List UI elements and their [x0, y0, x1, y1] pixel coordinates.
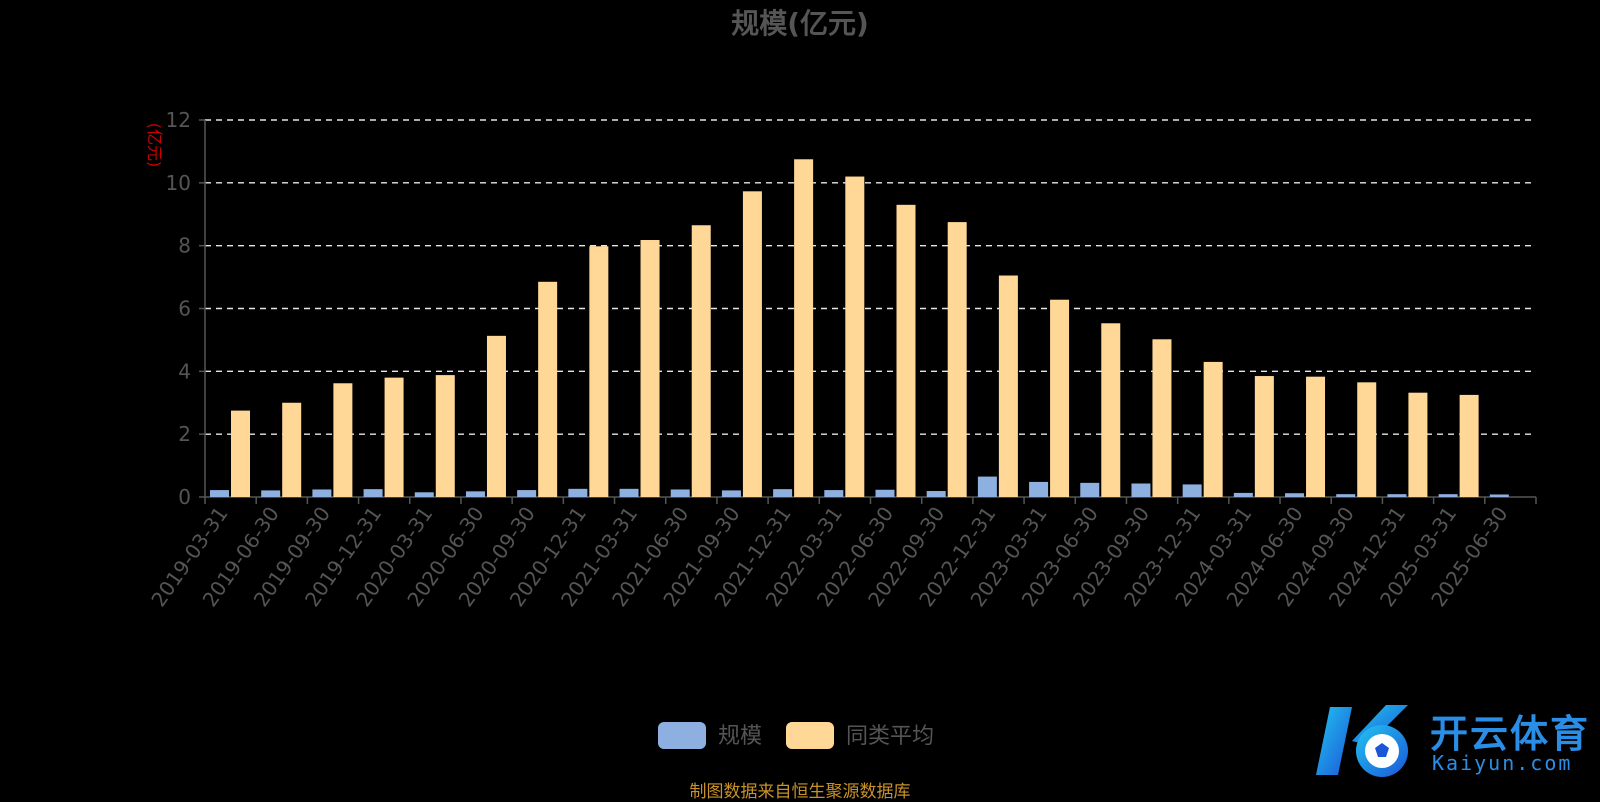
- bar-scale-2020-12-31: [568, 488, 588, 497]
- y-tick-label: 0: [178, 485, 191, 509]
- kaiyun-logo-icon: [1316, 705, 1408, 777]
- bar-scale-2020-03-31: [414, 492, 434, 497]
- watermark-brand-en: Kaiyun.com: [1432, 751, 1573, 775]
- bar-scale-2021-06-30: [670, 489, 690, 497]
- bar-peer-average-2024-12-31: [1408, 392, 1428, 497]
- bar-scale-2021-03-31: [619, 488, 639, 497]
- y-tick-label: 4: [178, 359, 191, 383]
- watermark-logo: 开云体育 Kaiyun.com: [1312, 697, 1592, 787]
- y-tick-label: 2: [178, 422, 191, 446]
- y-tick-label: 12: [166, 108, 191, 132]
- bar-scale-2025-06-30: [1489, 494, 1509, 497]
- bar-scale-2021-12-31: [773, 489, 793, 497]
- bar-peer-average-2024-09-30: [1357, 382, 1377, 497]
- y-axis-label: (亿元): [145, 123, 164, 168]
- bar-peer-average-2019-03-31: [231, 410, 250, 497]
- legend-swatch-peer-average: [786, 722, 834, 749]
- bar-scale-2019-06-30: [261, 490, 281, 497]
- bar-peer-average-2024-06-30: [1306, 376, 1326, 497]
- legend-swatch-scale: [658, 722, 706, 749]
- bar-scale-2022-12-31: [977, 476, 997, 497]
- bar-scale-2020-09-30: [517, 490, 537, 497]
- source-note: 制图数据来自恒生聚源数据库: [689, 782, 911, 802]
- y-tick-label: 10: [166, 171, 191, 195]
- bar-scale-2024-03-31: [1233, 492, 1253, 497]
- bar-scale-2021-09-30: [721, 490, 741, 497]
- bar-peer-average-2021-09-30: [742, 191, 762, 497]
- bar-peer-average-2021-03-31: [640, 240, 660, 498]
- bar-peer-average-2022-09-30: [947, 222, 967, 497]
- chart-title: 规模(亿元): [731, 7, 869, 40]
- bar-scale-2024-06-30: [1285, 493, 1305, 497]
- legend-label-scale: 规模: [718, 724, 762, 749]
- bar-scale-2023-03-31: [1029, 481, 1049, 497]
- bar-peer-average-2020-12-31: [589, 246, 609, 497]
- watermark-brand-cn: 开云体育: [1430, 712, 1591, 756]
- bar-scale-2019-09-30: [312, 489, 332, 497]
- bar-peer-average-2021-06-30: [691, 225, 711, 497]
- y-tick-label: 8: [178, 234, 191, 258]
- bar-scale-2024-12-31: [1387, 494, 1407, 497]
- bar-peer-average-2020-06-30: [486, 335, 506, 497]
- bar-peer-average-2019-06-30: [282, 402, 302, 497]
- bar-scale-2023-09-30: [1131, 483, 1151, 497]
- bar-scale-2019-12-31: [363, 489, 383, 497]
- bar-scale-2022-09-30: [926, 491, 946, 497]
- bar-peer-average-2021-12-31: [794, 159, 814, 498]
- bar-peer-average-2022-06-30: [896, 204, 916, 497]
- bar-scale-2024-09-30: [1336, 494, 1356, 497]
- bar-peer-average-2025-03-31: [1459, 394, 1479, 497]
- bar-peer-average-2020-09-30: [538, 281, 558, 497]
- bar-peer-average-2020-03-31: [435, 375, 455, 497]
- legend-label-peer-average: 同类平均: [846, 724, 934, 749]
- bar-peer-average-2022-03-31: [845, 176, 865, 498]
- bar-peer-average-2023-12-31: [1203, 361, 1223, 497]
- bar-scale-2025-03-31: [1438, 494, 1458, 497]
- bar-peer-average-2023-09-30: [1152, 339, 1172, 497]
- bar-peer-average-2023-06-30: [1101, 323, 1121, 497]
- bar-scale-2019-03-31: [210, 490, 229, 497]
- bar-peer-average-2019-09-30: [333, 383, 353, 497]
- bar-scale-2022-06-30: [875, 489, 895, 497]
- bar-peer-average-2023-03-31: [1050, 299, 1070, 497]
- bar-scale-2020-06-30: [465, 491, 485, 497]
- bar-peer-average-2024-03-31: [1254, 376, 1274, 497]
- bar-peer-average-2022-12-31: [998, 275, 1018, 497]
- bar-scale-2023-06-30: [1080, 482, 1100, 497]
- y-tick-label: 6: [178, 297, 191, 321]
- bar-scale-2023-12-31: [1182, 484, 1202, 497]
- bar-scale-2022-03-31: [824, 490, 844, 497]
- bar-peer-average-2019-12-31: [384, 377, 404, 497]
